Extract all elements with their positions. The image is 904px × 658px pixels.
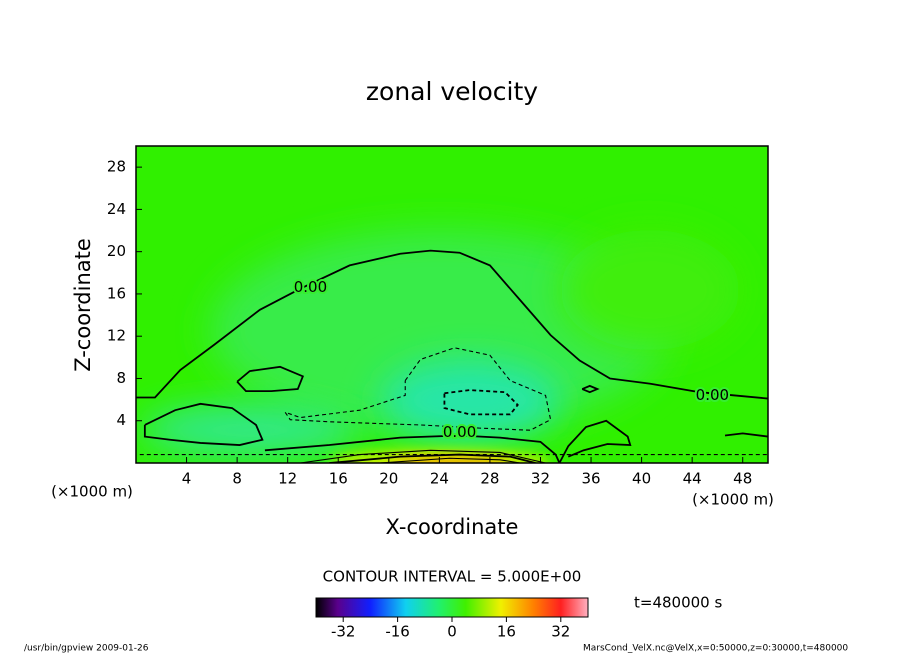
x-tick-label: 44 <box>683 470 702 488</box>
x-tick-label: 12 <box>278 470 297 488</box>
contour-line <box>581 384 600 394</box>
colorbar-tick-label: -16 <box>385 623 410 641</box>
contour-line <box>143 402 264 446</box>
colorbar-tick-label: 16 <box>497 623 516 641</box>
contour-label: 0.00 <box>294 278 327 296</box>
x-tick-label: 36 <box>581 470 600 488</box>
y-tick-label: 16 <box>107 284 126 302</box>
x-tick-label: 16 <box>329 470 348 488</box>
x-tick-label: 48 <box>733 470 752 488</box>
x-tick-label: 20 <box>379 470 398 488</box>
contour-line <box>300 449 546 463</box>
y-tick-label: 8 <box>116 369 126 387</box>
contour-line <box>236 365 305 393</box>
contour-layer <box>136 249 768 463</box>
y-axis-label: Z-coordinate <box>71 238 95 372</box>
contour-line <box>443 389 519 416</box>
footer-right: MarsCond_VelX.nc@VelX,x=0:50000,z=0:3000… <box>583 644 848 654</box>
y-tick-label: 24 <box>107 200 126 218</box>
chart-title: zonal velocity <box>366 77 538 106</box>
contour-line <box>379 457 521 463</box>
colorbar-tick-label: -32 <box>331 623 356 641</box>
y-tick-label: 12 <box>107 327 126 345</box>
contour-line <box>558 419 632 463</box>
colorbar-tick-label: 0 <box>447 623 457 641</box>
x-axis-label: X-coordinate <box>386 515 519 539</box>
colorbar-tick-label: 32 <box>551 623 570 641</box>
contour-label: 0.00 <box>696 386 729 404</box>
x-tick-label: 32 <box>531 470 550 488</box>
footer-left: /usr/bin/gpview 2009-01-26 <box>24 644 149 654</box>
y-tick-label: 4 <box>116 411 126 429</box>
y-unit: (×1000 m) <box>51 483 133 501</box>
colorbar <box>315 597 589 618</box>
contour-line <box>136 249 768 400</box>
x-tick-label: 24 <box>430 470 449 488</box>
x-tick-label: 4 <box>182 470 192 488</box>
y-tick-label: 20 <box>107 242 126 260</box>
contour-interval: CONTOUR INTERVAL = 5.000E+00 <box>323 568 582 586</box>
x-tick-label: 28 <box>480 470 499 488</box>
contour-line <box>329 453 536 463</box>
x-unit: (×1000 m) <box>692 491 774 509</box>
time-label: t=480000 s <box>634 594 722 612</box>
x-tick-label: 40 <box>632 470 651 488</box>
plot-frame <box>135 145 769 464</box>
x-tick-label: 8 <box>232 470 242 488</box>
contour-label: 0.00 <box>443 423 476 441</box>
y-tick-label: 28 <box>107 158 126 176</box>
contour-line <box>724 432 768 438</box>
contour-line <box>283 347 552 431</box>
contour-line <box>264 434 561 463</box>
